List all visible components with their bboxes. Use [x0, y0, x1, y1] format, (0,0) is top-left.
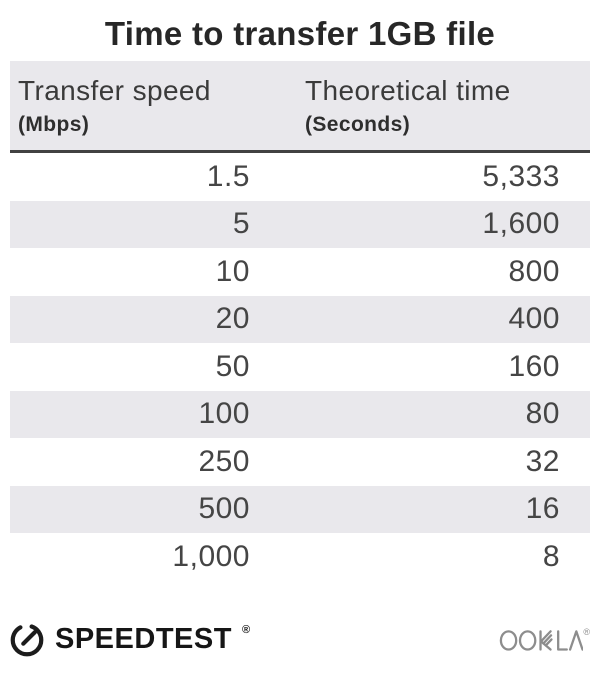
cell-transfer-speed: 500	[198, 492, 250, 526]
registered-trademark-icon: ®	[583, 627, 590, 638]
table-row: 5 1,600	[10, 200, 590, 249]
footer: SPEEDTEST ® ®	[8, 621, 590, 659]
cell-transfer-speed: 20	[215, 302, 250, 336]
table-row: 20 400	[10, 295, 590, 344]
table-body: 1.5 5,333 5 1,600 10 800 20 400 50 160 100 80 250 32 5…	[10, 153, 590, 581]
cell-theoretical-time: 80	[525, 397, 560, 431]
cell-theoretical-time: 400	[508, 302, 560, 336]
cell-theoretical-time: 8	[542, 539, 560, 573]
table-row: 100 80	[10, 390, 590, 439]
cell-transfer-speed: 50	[215, 349, 250, 383]
cell-transfer-speed: 1,000	[172, 539, 250, 573]
cell-theoretical-time: 160	[508, 349, 560, 383]
cell-theoretical-time: 16	[525, 492, 560, 526]
cell-transfer-speed: 10	[215, 254, 250, 288]
cell-theoretical-time: 800	[508, 254, 560, 288]
table-row: 1.5 5,333	[10, 153, 590, 201]
cell-transfer-speed: 250	[198, 444, 250, 478]
ookla-logo: ®	[499, 626, 590, 653]
cell-transfer-speed: 5	[232, 207, 250, 241]
table-row: 50 160	[10, 343, 590, 391]
cell-transfer-speed: 100	[198, 397, 250, 431]
column-unit: (Mbps)	[18, 113, 90, 137]
cell-theoretical-time: 1,600	[482, 207, 560, 241]
column-header-theoretical-time: Theoretical time (Seconds)	[280, 75, 590, 137]
table-row: 500 16	[10, 485, 590, 534]
page-title: Time to transfer 1GB file	[104, 15, 496, 52]
table-row: 1,000 8	[10, 533, 590, 581]
cell-theoretical-time: 32	[525, 444, 560, 478]
table-header: Transfer speed (Mbps) Theoretical time (…	[10, 61, 590, 154]
column-header-transfer-speed: Transfer speed (Mbps)	[10, 75, 280, 137]
speedtest-wordmark: SPEEDTEST	[55, 623, 232, 656]
column-label: Theoretical time	[305, 75, 511, 106]
speedtest-logo: SPEEDTEST ®	[8, 621, 250, 659]
column-unit: (Seconds)	[305, 113, 411, 137]
infographic: Time to transfer 1GB file Transfer speed…	[8, 15, 590, 659]
table-row: 10 800	[10, 248, 590, 296]
cell-transfer-speed: 1.5	[206, 159, 250, 193]
ookla-wordmark-icon	[500, 630, 584, 651]
speedtest-gauge-icon	[10, 623, 44, 657]
cell-theoretical-time: 5,333	[482, 159, 560, 193]
column-label: Transfer speed	[18, 75, 211, 106]
transfer-time-table: Transfer speed (Mbps) Theoretical time (…	[10, 61, 590, 581]
table-row: 250 32	[10, 438, 590, 486]
registered-trademark-icon: ®	[241, 623, 251, 636]
